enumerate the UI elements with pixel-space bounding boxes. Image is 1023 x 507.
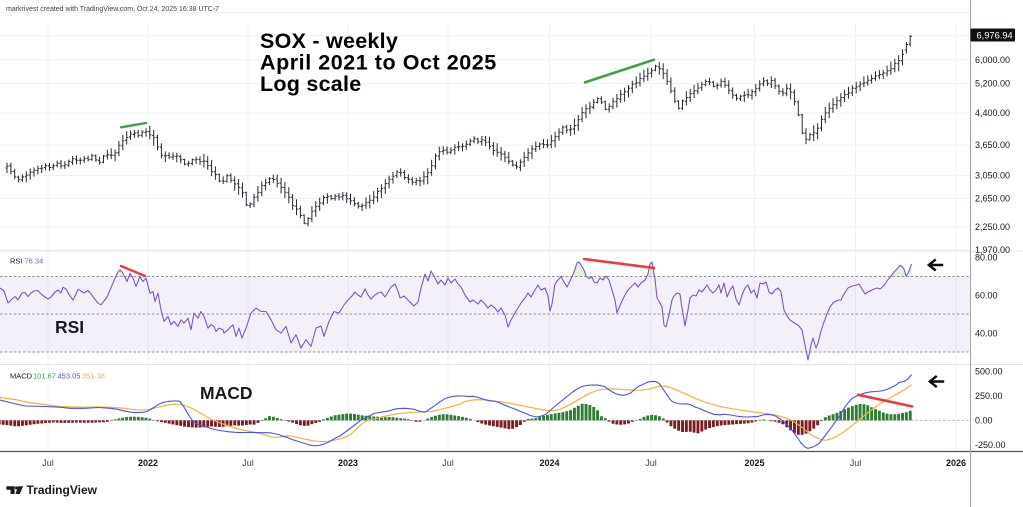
svg-text:40.00: 40.00 [975, 329, 998, 339]
svg-text:250.00: 250.00 [975, 391, 1003, 401]
svg-text:2023: 2023 [338, 458, 358, 468]
svg-text:3,650.00: 3,650.00 [975, 140, 1010, 150]
svg-text:60.00: 60.00 [975, 291, 998, 301]
svg-text:Jul: Jul [645, 458, 657, 468]
svg-text:6,000.00: 6,000.00 [975, 55, 1010, 65]
svg-text:500.00: 500.00 [975, 367, 1003, 377]
svg-text:TradingView: TradingView [27, 483, 98, 497]
svg-text:2025: 2025 [744, 458, 764, 468]
svg-text:1,970.00: 1,970.00 [975, 245, 1010, 255]
svg-text:markrivest created with Tradin: markrivest created with TradingView.com,… [6, 6, 219, 13]
svg-text:Jul: Jul [442, 458, 454, 468]
svg-text:SOX - weekly: SOX - weekly [260, 29, 398, 53]
svg-text:453.05: 453.05 [58, 372, 81, 381]
svg-text:Log scale: Log scale [260, 72, 361, 96]
svg-text:MACD: MACD [200, 383, 253, 403]
svg-text:2026: 2026 [946, 458, 966, 468]
svg-text:RSI: RSI [10, 257, 23, 266]
svg-text:4,400.00: 4,400.00 [975, 108, 1010, 118]
svg-text:2,650.00: 2,650.00 [975, 194, 1010, 204]
svg-text:76.34: 76.34 [25, 257, 44, 266]
svg-text:Jul: Jul [850, 458, 862, 468]
svg-text:2022: 2022 [138, 458, 158, 468]
svg-text:101.67: 101.67 [33, 372, 56, 381]
svg-text:0.00: 0.00 [975, 416, 993, 426]
svg-text:2024: 2024 [539, 458, 559, 468]
svg-text:3,050.00: 3,050.00 [975, 171, 1010, 181]
svg-text:5,200.00: 5,200.00 [975, 79, 1010, 89]
svg-text:6,976.94: 6,976.94 [977, 31, 1013, 41]
svg-text:-250.00: -250.00 [975, 440, 1006, 450]
svg-text:Jul: Jul [242, 458, 254, 468]
svg-text:80.00: 80.00 [975, 253, 998, 263]
svg-text:MACD: MACD [10, 372, 33, 381]
svg-text:RSI: RSI [55, 317, 84, 337]
svg-text:April 2021 to Oct 2025: April 2021 to Oct 2025 [260, 51, 497, 75]
svg-text:Jul: Jul [42, 458, 54, 468]
svg-text:351.38: 351.38 [82, 372, 105, 381]
svg-text:2,250.00: 2,250.00 [975, 222, 1010, 232]
